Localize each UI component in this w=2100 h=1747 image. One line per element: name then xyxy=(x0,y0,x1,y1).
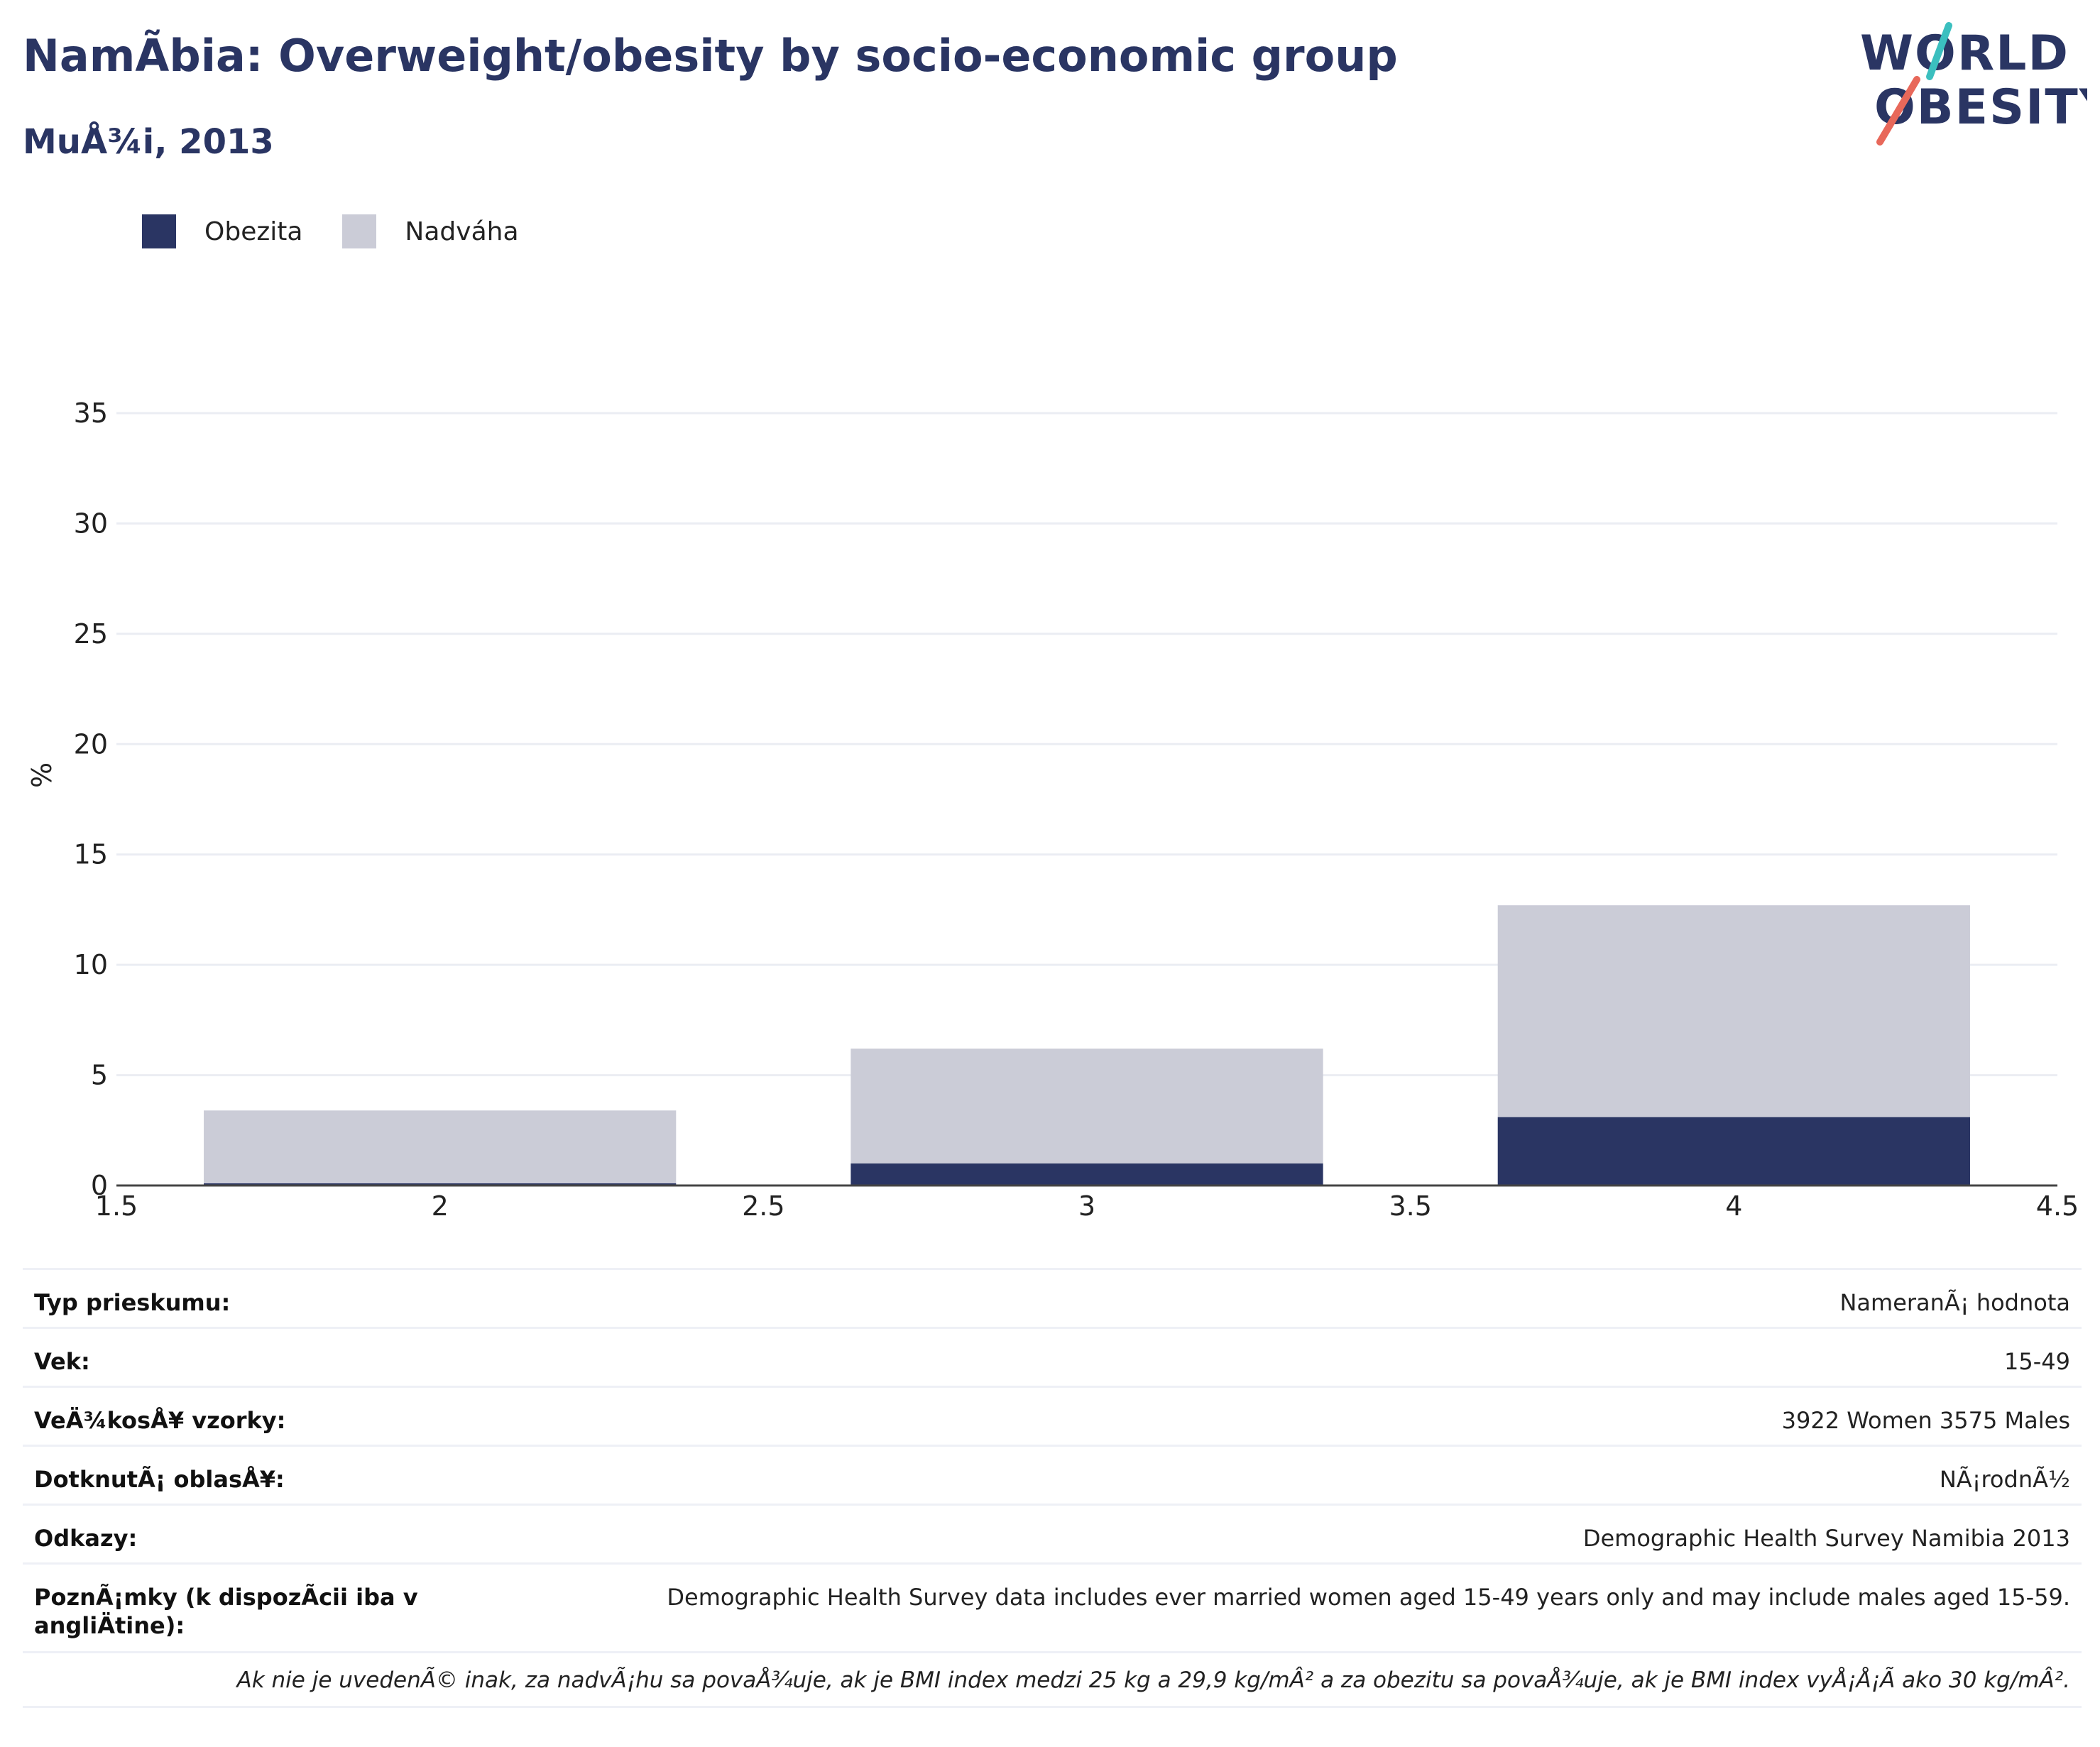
legend-item-obesity[interactable]: Obezita xyxy=(142,214,302,248)
chart-title: NamÃbia: Overweight/obesity by socio-eco… xyxy=(23,30,1398,82)
legend-swatch-overweight xyxy=(342,214,377,248)
bmi-footnote: Ak nie je uvedenÃ© inak, za nadvÃ¡hu sa … xyxy=(23,1651,2082,1708)
y-tick-label: 35 xyxy=(74,398,108,429)
y-tick-label: 25 xyxy=(74,618,108,650)
info-key: PoznÃ¡mky (k dispozÃcii iba v angliÄtine… xyxy=(34,1584,418,1639)
info-row-notes: PoznÃ¡mky (k dispozÃcii iba v angliÄtine… xyxy=(23,1562,2082,1651)
logo-slash-coral xyxy=(1876,76,1920,146)
chart-subtitle: MuÅ¾i, 2013 xyxy=(23,122,274,162)
legend-item-overweight[interactable]: Nadváha xyxy=(342,214,519,248)
logo-slash-teal xyxy=(1926,22,1952,80)
info-row-sample-size: VeÄ¾kosÅ¥ vzorky: 3922 Women 3575 Males xyxy=(23,1386,2082,1445)
legend-label-obesity: Obezita xyxy=(204,217,303,246)
logo-text-world: WORLD xyxy=(1860,26,2069,82)
y-tick-label: 0 xyxy=(91,1170,108,1201)
y-axis-label: % xyxy=(26,762,58,788)
bar-chart: 0 5 10 15 20 25 30 35 1.5 2 2.5 3 3.5 4 4.5 % xyxy=(26,398,2079,1222)
bar-overweight[interactable] xyxy=(204,1110,677,1183)
info-key: Vek: xyxy=(34,1348,90,1375)
info-row-survey-type: Typ prieskumu: NameranÃ¡ hodnota xyxy=(23,1268,2082,1327)
y-tick-label: 15 xyxy=(74,839,108,870)
world-obesity-logo: WORLD OBESITY xyxy=(1860,22,2087,146)
info-value: 3922 Women 3575 Males xyxy=(1781,1407,2070,1434)
info-key: VeÄ¾kosÅ¥ vzorky: xyxy=(34,1407,286,1434)
bar-obesity[interactable] xyxy=(851,1163,1323,1185)
y-tick-label: 30 xyxy=(74,508,108,539)
x-tick-label: 2.5 xyxy=(742,1190,784,1222)
legend-swatch-obesity xyxy=(142,214,176,248)
y-tick-label: 10 xyxy=(74,949,108,980)
info-key: Odkazy: xyxy=(34,1525,138,1552)
bars xyxy=(204,905,1970,1185)
x-tick-label: 3 xyxy=(1078,1190,1095,1222)
bar-obesity[interactable] xyxy=(1497,1117,1970,1185)
legend-label-overweight: Nadváha xyxy=(405,217,519,246)
chart-legend: Obezita Nadváha xyxy=(142,210,559,253)
y-tick-label: 20 xyxy=(74,728,108,760)
info-value: NameranÃ¡ hodnota xyxy=(1839,1289,2070,1316)
y-tick-label: 5 xyxy=(91,1060,108,1091)
bar-overweight[interactable] xyxy=(1497,905,1970,1117)
x-tick-label: 1.5 xyxy=(95,1190,138,1222)
x-tick-label: 4.5 xyxy=(2036,1190,2079,1222)
info-value: Demographic Health Survey Namibia 2013 xyxy=(1582,1525,2070,1552)
info-key: Typ prieskumu: xyxy=(34,1289,231,1316)
x-tick-label: 3.5 xyxy=(1389,1190,1431,1222)
info-key: DotknutÃ¡ oblasÅ¥: xyxy=(34,1466,285,1493)
axes: 0 5 10 15 20 25 30 35 1.5 2 2.5 3 3.5 4 4.5 xyxy=(74,398,2079,1222)
survey-info-table: Typ prieskumu: NameranÃ¡ hodnota Vek: 15… xyxy=(23,1268,2082,1708)
info-value: NÃ¡rodnÃ½ xyxy=(1939,1466,2070,1493)
x-tick-label: 2 xyxy=(432,1190,449,1222)
info-row-area: DotknutÃ¡ oblasÅ¥: NÃ¡rodnÃ½ xyxy=(23,1445,2082,1504)
x-tick-label: 4 xyxy=(1725,1190,1742,1222)
info-row-age: Vek: 15-49 xyxy=(23,1327,2082,1386)
info-row-references: Odkazy: Demographic Health Survey Namibi… xyxy=(23,1504,2082,1562)
bar-obesity[interactable] xyxy=(204,1183,677,1185)
bar-overweight[interactable] xyxy=(851,1048,1323,1163)
info-value: Demographic Health Survey data includes … xyxy=(667,1584,2070,1611)
info-value: 15-49 xyxy=(2004,1348,2070,1375)
